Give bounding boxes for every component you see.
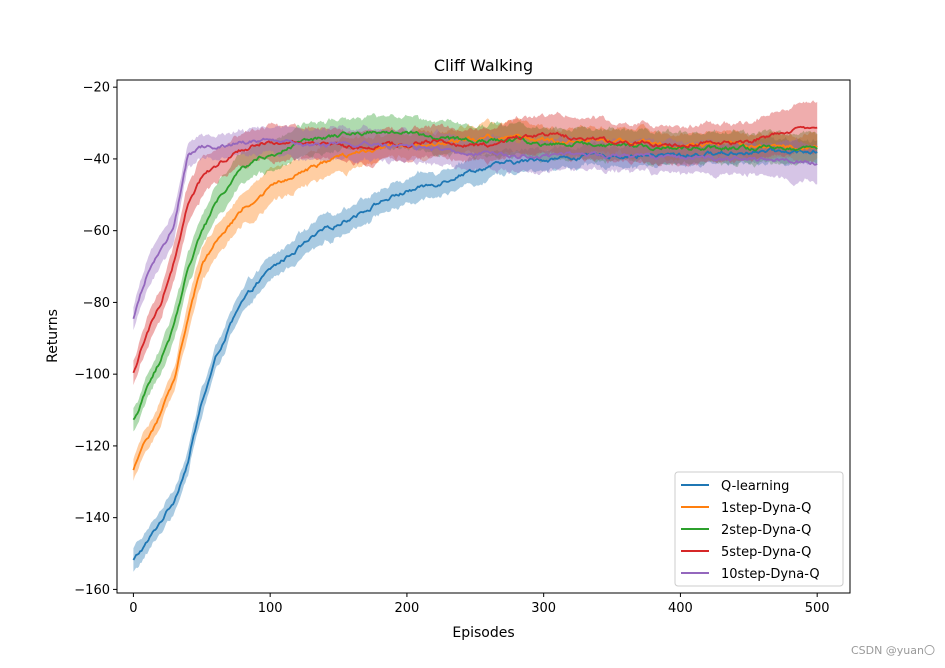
- x-tick-label: 0: [129, 601, 137, 616]
- series-line: [132, 137, 818, 320]
- axes-frame: [116, 79, 851, 594]
- y-tick-label: −100: [74, 368, 110, 383]
- y-tick-label: −140: [74, 511, 110, 526]
- watermark: CSDN @yuan〇: [850, 644, 935, 657]
- x-tick-label: 200: [395, 601, 420, 616]
- x-tick-label: 400: [668, 601, 693, 616]
- series-line: [132, 125, 818, 374]
- y-tick-label: −20: [83, 81, 110, 96]
- legend-label: 5step-Dyna-Q: [721, 545, 811, 560]
- x-axis-ticks: 0 100 200 300 400 500: [129, 593, 830, 616]
- x-tick-label: 100: [258, 601, 283, 616]
- legend: Q-learning 1step-Dyna-Q 2step-Dyna-Q 5step-…: [674, 471, 844, 587]
- legend-label: 1step-Dyna-Q: [721, 501, 811, 516]
- legend-label: Q-learning: [721, 479, 789, 494]
- legend-label: 2step-Dyna-Q: [721, 523, 811, 538]
- confidence-band: [133, 100, 818, 386]
- legend-label: 10step-Dyna-Q: [721, 567, 820, 582]
- x-axis-label: Episodes: [452, 625, 514, 641]
- legend-box: [674, 471, 844, 587]
- chart-title: Cliff Walking: [434, 56, 533, 75]
- y-tick-label: −160: [74, 583, 110, 598]
- x-tick-label: 500: [805, 601, 830, 616]
- confidence-band: [133, 113, 818, 432]
- series-line: [132, 133, 818, 471]
- y-axis-label: Returns: [45, 309, 61, 363]
- confidence-band: [133, 135, 818, 572]
- x-tick-label: 300: [531, 601, 556, 616]
- y-axis-ticks: −20 −40 −60 −80 −100 −120 −140 −160: [74, 81, 117, 598]
- series-lines: [132, 125, 818, 561]
- y-tick-label: −80: [83, 296, 110, 311]
- y-tick-label: −120: [74, 439, 110, 454]
- y-tick-label: −40: [83, 152, 110, 167]
- y-tick-label: −60: [83, 224, 110, 239]
